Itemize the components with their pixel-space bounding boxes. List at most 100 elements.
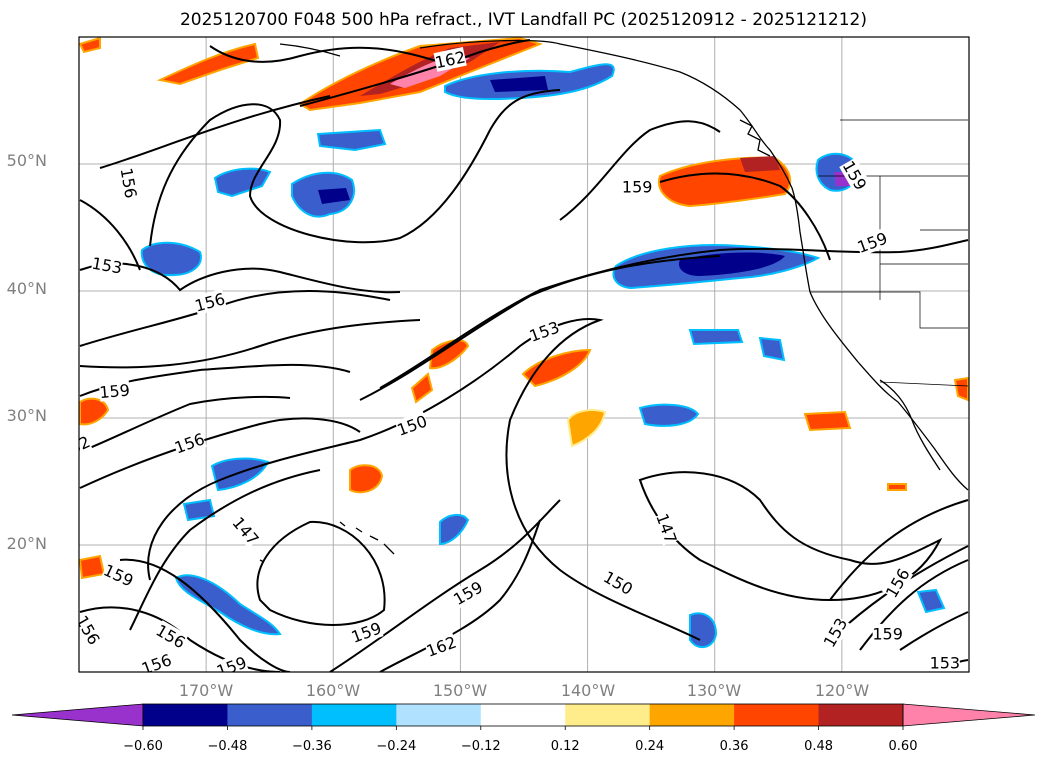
shade-pos-s2 <box>428 339 470 370</box>
colorbar-segment <box>734 704 820 726</box>
contour-label: 156 <box>72 612 105 648</box>
contour-156-w <box>79 199 141 271</box>
contour-label-text: 156 <box>153 621 189 653</box>
shade-pos-pnw-core <box>740 156 780 172</box>
shade-neg-w3 <box>213 167 272 198</box>
contour-159-gulf <box>209 45 441 63</box>
contour-label-bg <box>854 228 890 257</box>
contour-label-text: 150 <box>600 567 636 599</box>
contour-label: 162 <box>424 632 459 661</box>
contour-162-sw <box>79 395 291 453</box>
contour-159-ss <box>119 558 291 672</box>
colorbar-segment <box>649 704 735 726</box>
contour-label-text: 159 <box>101 560 137 590</box>
political-borders <box>810 119 969 387</box>
contour-label-text: 156 <box>172 429 207 457</box>
contour-label: 159 <box>101 560 137 591</box>
contour-153-ar <box>379 239 969 389</box>
shade-pos-s1 <box>521 348 592 388</box>
contour-label-bg <box>450 577 486 609</box>
lat-label-30n: 30°N <box>6 406 47 425</box>
contour-156-se <box>859 559 969 651</box>
lat-label-40n: 40°N <box>6 279 47 298</box>
colorbar-extend-high <box>902 703 1036 727</box>
contour-label-bg <box>622 176 653 196</box>
colorbar-tick-label: 0.12 <box>550 739 580 754</box>
lon-label-160w: 160°W <box>305 681 361 700</box>
shade-pos-s3 <box>410 372 434 404</box>
contour-label-text: 153 <box>820 615 852 651</box>
colorbar-segment <box>818 704 904 726</box>
lon-label-130w: 130°W <box>686 681 742 700</box>
contour-label-bg <box>394 411 430 440</box>
contour-label-bg <box>929 653 960 672</box>
contour-156-loop <box>149 89 561 247</box>
shade-pos-e3 <box>953 376 969 402</box>
contour-label-text: 156 <box>139 650 174 678</box>
contour-label-text: 153 <box>930 654 961 673</box>
contour-159-pnw <box>659 172 831 261</box>
contour-label-bg <box>214 652 249 672</box>
contour-156-s <box>79 606 281 672</box>
contour-label: 156 <box>172 428 207 458</box>
contour-label-bg <box>139 649 174 672</box>
contour-label-text: 159 <box>450 577 486 609</box>
shade-neg-ar-core <box>678 252 785 276</box>
contour-153-w <box>79 262 401 294</box>
contour-label-text: 162 <box>57 432 93 462</box>
contour-162-s <box>379 519 541 672</box>
contour-label-bg <box>526 317 562 346</box>
colorbar-frame <box>142 703 904 727</box>
shade-neg-e1 <box>638 403 700 427</box>
contour-147-east <box>638 471 943 602</box>
coast-hawaii <box>339 521 395 555</box>
contour-label-text: 159 <box>622 177 653 196</box>
colorbar-tick-label: 0.24 <box>635 739 665 754</box>
shade-pos-n1 <box>156 42 260 86</box>
contour-153-se2 <box>829 499 969 601</box>
colorbar-segment <box>480 704 566 726</box>
colorbar-tick-label: 0.36 <box>719 739 749 754</box>
coast-bc-inlets <box>739 119 771 157</box>
contour-label: 159 <box>450 577 486 609</box>
contour-label-text: 159 <box>872 624 903 643</box>
contour-label: 153 <box>527 317 562 346</box>
contour-label-text: 153 <box>90 254 123 278</box>
contour-label-text: 156 <box>72 612 104 648</box>
colorbar-tick-label: −0.48 <box>207 739 248 754</box>
contour-label-text: 156 <box>193 289 227 315</box>
colorbar-tick-label: −0.24 <box>376 739 417 754</box>
contour-label-bg <box>881 565 914 601</box>
colorbar <box>11 703 1036 730</box>
border-state-2 <box>810 291 968 329</box>
contour-label: 150 <box>394 411 430 440</box>
colorbar-tick-label: −0.60 <box>123 739 163 754</box>
contour-label-text: 159 <box>99 381 131 403</box>
contour-156-ar <box>359 255 721 401</box>
contour-label: 147 <box>228 513 263 549</box>
contour-label: 156 <box>139 649 174 678</box>
contour-label-bg <box>153 620 189 652</box>
shade-neg-sw1 <box>174 574 282 636</box>
contour-label-text: 153 <box>527 317 562 345</box>
shade-pos-e4 <box>79 397 110 426</box>
contour-label-bg <box>79 612 105 648</box>
coast-westcoast <box>809 291 969 491</box>
colorbar-extend-low <box>11 703 144 727</box>
contour-label-text: 156 <box>117 166 141 199</box>
contour-label-bg <box>90 253 124 278</box>
colorbar-tick-label: −0.36 <box>291 739 332 754</box>
shade-neg-w1-core <box>318 188 350 204</box>
shade-neg-w6 <box>182 498 216 522</box>
colorbar-segment <box>396 704 482 726</box>
coast-aleutian <box>279 43 341 57</box>
contour-159-north <box>99 95 331 169</box>
contour-label: 156 <box>153 620 189 652</box>
shade-neg-e2 <box>688 329 744 346</box>
shade-neg-gulf-core <box>490 76 548 92</box>
coast-alaska <box>419 39 811 293</box>
shade-neg-e3 <box>758 336 786 362</box>
contour-label-bg <box>652 510 681 546</box>
shade-neg-w4 <box>316 128 387 152</box>
colorbar-segment <box>227 704 313 726</box>
